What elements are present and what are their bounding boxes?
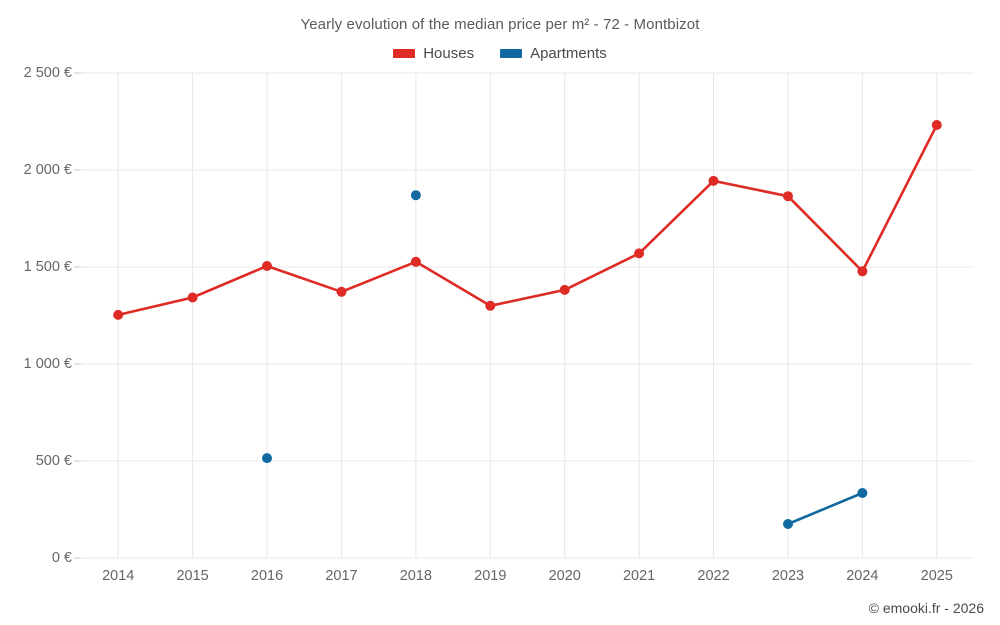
x-tick-label: 2023 [771,568,805,584]
series-houses [113,120,942,320]
legend-item-houses[interactable]: Houses [393,45,474,62]
data-point[interactable] [783,519,793,529]
y-tick-label: 2 500 € [23,65,72,81]
series-line [786,491,864,526]
series-layer [113,120,942,529]
legend-item-apartments[interactable]: Apartments [500,45,607,62]
x-tick-label: 2016 [250,568,284,584]
chart-legend: Houses Apartments [0,45,1000,62]
x-tick-label: 2024 [846,568,879,584]
y-tick-label: 1 000 € [23,356,72,372]
data-point[interactable] [931,120,942,130]
data-point[interactable] [410,256,421,267]
y-tick-label: 500 € [35,453,72,469]
data-point[interactable] [262,453,272,464]
y-tick-label: 1 500 € [23,259,72,275]
x-tick-label: 2019 [474,568,507,584]
x-tick-label: 2025 [920,568,953,584]
data-point[interactable] [187,292,198,303]
copyright-footer: © emooki.fr - 2026 [868,600,984,616]
x-tick-label: 2015 [176,568,209,584]
legend-swatch-houses [393,49,416,58]
data-point[interactable] [485,300,496,311]
data-point[interactable] [559,284,570,295]
data-point[interactable] [634,248,645,259]
data-point[interactable] [783,191,793,202]
series-line [116,123,939,317]
y-tick-label: 2 000 € [23,162,72,178]
data-point[interactable] [857,266,868,277]
chart-title: Yearly evolution of the median price per… [300,16,700,33]
data-point[interactable] [336,286,347,297]
data-point[interactable] [708,175,719,186]
data-point[interactable] [262,261,272,271]
y-axis: 0 € 500 € 1 000 € 1 500 € 2 000 € 2 500 € [0,0,72,625]
x-tick-label: 2018 [399,568,433,584]
series-apartments [262,190,868,529]
data-point[interactable] [113,309,124,320]
data-point[interactable] [410,190,421,201]
x-tick-label: 2017 [325,568,358,584]
legend-label-apartments: Apartments [530,45,607,62]
legend-label-houses: Houses [423,45,475,62]
x-tick-label: 2020 [548,568,581,584]
x-tick-label: 2014 [102,568,135,584]
x-tick-label: 2022 [697,568,730,584]
y-tick-label: 0 € [51,550,72,566]
legend-swatch-apartments [500,49,523,58]
data-point[interactable] [857,488,868,498]
x-tick-label: 2021 [622,568,656,584]
gridlines [74,72,974,559]
